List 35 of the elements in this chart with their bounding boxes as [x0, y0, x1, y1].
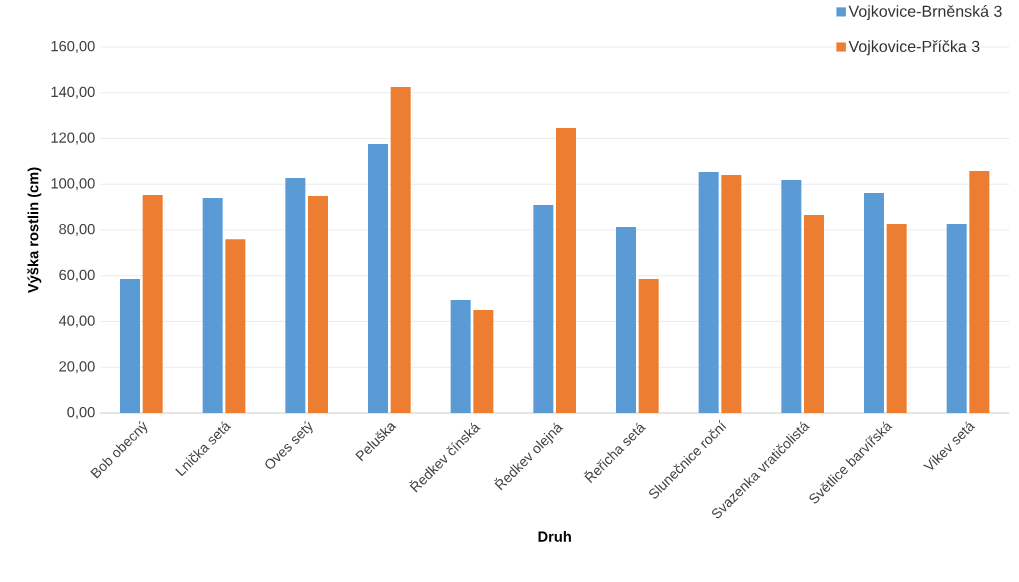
bar — [946, 224, 967, 413]
bar — [721, 175, 742, 413]
y-axis-title: Výška rostlin (cm) — [27, 167, 42, 294]
bar — [473, 310, 494, 413]
bar — [308, 195, 328, 413]
bar — [698, 171, 719, 413]
y-tick-label: 0,00 — [67, 406, 95, 420]
bar — [804, 214, 825, 413]
bar — [202, 197, 223, 413]
legend-label: Vojkovice-Příčka 3 — [848, 40, 980, 56]
bar — [781, 179, 802, 413]
bar — [533, 205, 554, 413]
bar — [616, 227, 637, 413]
bar — [390, 87, 411, 413]
bar — [638, 278, 659, 413]
y-tick-label: 80,00 — [59, 223, 95, 237]
bar — [142, 195, 163, 413]
x-axis-title: Druh — [538, 531, 571, 542]
bar — [120, 278, 141, 413]
bar — [886, 224, 907, 413]
legend-label: Vojkovice-Brněnská 3 — [848, 5, 1002, 21]
y-tick-label: 40,00 — [58, 315, 95, 328]
y-tick-label: 120,00 — [51, 132, 95, 145]
bar — [450, 300, 471, 413]
bar — [368, 143, 389, 413]
y-tick-label: 160,00 — [51, 40, 95, 54]
bar — [969, 170, 990, 413]
y-tick-label: 140,00 — [51, 86, 95, 99]
bar — [864, 192, 885, 413]
y-tick-label: 100,00 — [51, 178, 95, 191]
bar — [556, 127, 577, 413]
y-tick-label: 20,00 — [59, 361, 95, 374]
bar — [285, 178, 306, 413]
y-tick-label: 60,00 — [59, 269, 95, 282]
bar — [225, 239, 246, 413]
